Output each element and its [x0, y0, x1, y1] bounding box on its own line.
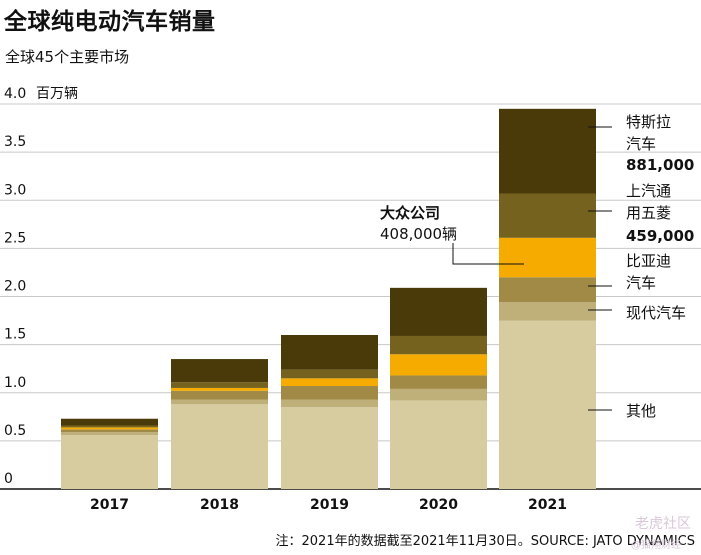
y-tick-label: 2.0 [4, 279, 26, 295]
bar-segment-vw-2017 [61, 427, 158, 430]
bar-segment-tesla-2018 [171, 359, 268, 383]
bar-segment-byd-2021 [499, 277, 596, 303]
bar-segment-saic-2018 [171, 382, 268, 388]
y-tick-label: 3.0 [4, 182, 26, 198]
bar-segment-other-2021 [499, 320, 596, 489]
watermark-subtext: @猫翔财经 [631, 540, 681, 551]
watermark-text: 老虎社区 [635, 516, 691, 532]
y-tick-label: 2.5 [4, 230, 26, 246]
bar-segment-other-2020 [390, 400, 487, 489]
bar-segment-hyundai-2021 [499, 302, 596, 321]
bar-segment-other-2019 [281, 407, 378, 489]
bar-segment-vw-2020 [390, 354, 487, 376]
tesla-label-line1: 特斯拉 [626, 113, 671, 131]
bar-segment-vw-2021 [499, 237, 596, 278]
bar-segment-byd-2020 [390, 375, 487, 389]
y-tick-label: 0 [4, 471, 13, 487]
bar-segment-hyundai-2019 [281, 399, 378, 408]
annotations: 特斯拉 汽车 881,000 上汽通 用五菱 459,000 比亚迪 汽车 现代… [380, 113, 694, 420]
bars [61, 108, 596, 489]
y-tick-label: 1.0 [4, 375, 26, 391]
bar-segment-tesla-2020 [390, 287, 487, 336]
saic-label-line2: 用五菱 [626, 204, 671, 222]
bar-segment-hyundai-2018 [171, 399, 268, 405]
vw-label-value: 408,000辆 [380, 225, 457, 243]
saic-label-line1: 上汽通 [626, 182, 671, 200]
y-tick-label: 3.5 [4, 134, 26, 150]
x-tick-label: 2019 [310, 497, 349, 513]
chart-subtitle: 全球45个主要市场 [5, 48, 130, 66]
bar-segment-saic-2021 [499, 193, 596, 238]
y-tick-label: 4.0 [4, 86, 26, 102]
bar-segment-byd-2017 [61, 429, 158, 433]
tesla-label-line2: 汽车 [626, 135, 656, 153]
byd-label-line1: 比亚迪 [626, 252, 671, 270]
bar-segment-hyundai-2020 [390, 388, 487, 401]
bar-segment-hyundai-2017 [61, 432, 158, 436]
bar-segment-vw-2018 [171, 387, 268, 391]
x-tick-label: 2017 [90, 497, 129, 513]
x-tick-label: 2018 [200, 497, 239, 513]
other-label: 其他 [626, 402, 656, 420]
bar-segment-tesla-2021 [499, 108, 596, 194]
bar-segment-saic-2017 [61, 425, 158, 428]
bar-segment-saic-2020 [390, 335, 487, 355]
bar-segment-saic-2019 [281, 369, 378, 379]
bar-segment-vw-2019 [281, 378, 378, 387]
chart-title: 全球纯电动汽车销量 [4, 9, 216, 35]
y-unit-label: 百万辆 [36, 86, 78, 102]
x-tick-label: 2020 [419, 497, 458, 513]
y-tick-label: 1.5 [4, 327, 26, 343]
footnote: 注：2021年的数据截至2021年11月30日。SOURCE: JATO DYN… [275, 534, 695, 549]
tesla-label-value: 881,000 [626, 156, 694, 174]
bar-segment-tesla-2017 [61, 418, 158, 426]
saic-label-value: 459,000 [626, 227, 694, 245]
bar-segment-other-2018 [171, 404, 268, 489]
bar-segment-tesla-2019 [281, 335, 378, 370]
byd-label-line2: 汽车 [626, 274, 656, 292]
y-axis-ticks: 0 0.5 1.0 1.5 2.0 2.5 3.0 3.5 4.0 百万辆 [4, 86, 78, 487]
bar-segment-other-2017 [61, 435, 158, 489]
bar-segment-byd-2018 [171, 390, 268, 400]
x-tick-label: 2021 [528, 497, 567, 513]
vw-leader-line [452, 243, 524, 265]
bar-segment-byd-2019 [281, 386, 378, 400]
y-tick-label: 0.5 [4, 423, 26, 439]
vw-label-name: 大众公司 [380, 204, 440, 222]
hyundai-label: 现代汽车 [626, 304, 686, 322]
x-axis-labels: 2017 2018 2019 2020 2021 [90, 497, 567, 513]
